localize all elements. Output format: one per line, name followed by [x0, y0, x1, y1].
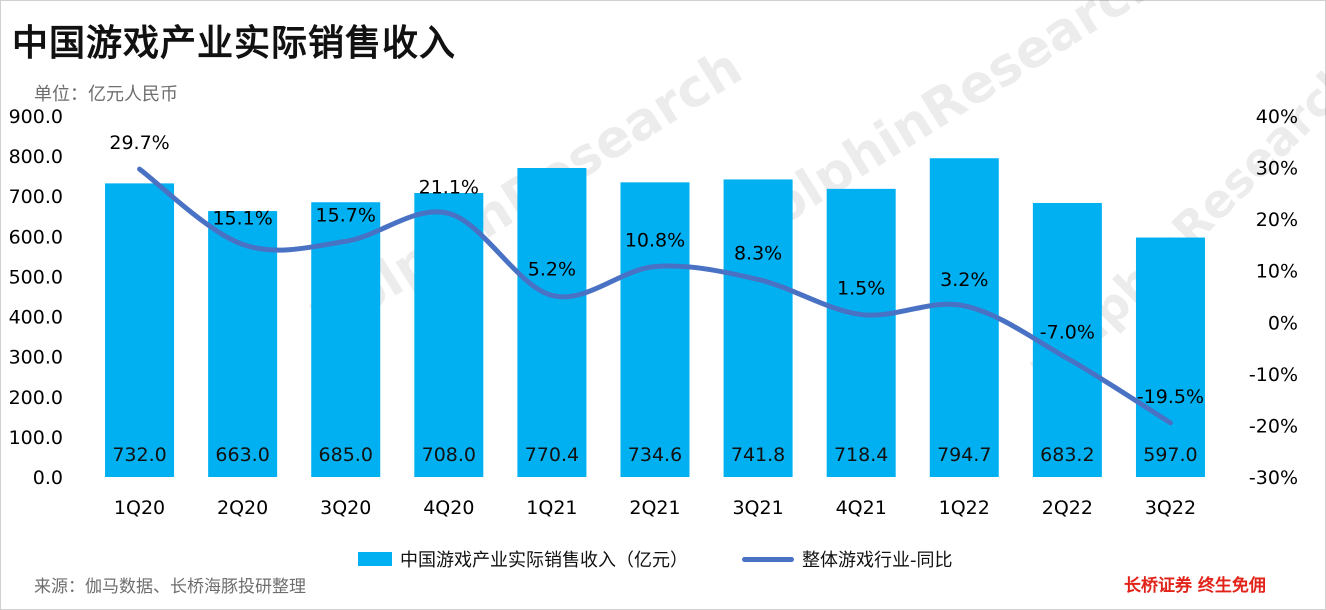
category-tick: 3Q20 [320, 497, 371, 519]
bar-value-label: 597.0 [1143, 444, 1197, 466]
legend-bar-swatch [358, 552, 392, 566]
right-axis-tick: 30% [1256, 158, 1298, 180]
line-value-label: 15.7% [316, 204, 376, 226]
right-axis-tick: 20% [1256, 209, 1298, 231]
bar [311, 202, 381, 477]
bar-value-label: 663.0 [215, 444, 269, 466]
left-axis-tick: 200.0 [9, 387, 63, 409]
line-value-label: 29.7% [109, 132, 169, 154]
bar-value-label: 741.8 [731, 444, 785, 466]
left-axis-tick: 0.0 [33, 467, 63, 489]
category-tick: 1Q22 [939, 497, 990, 519]
line-series [137, 166, 1173, 426]
left-axis-tick: 600.0 [9, 226, 63, 248]
line-value-label: 15.1% [212, 207, 272, 229]
line-value-labels: 29.7% 15.1% 15.7% 21.1% 5.2% 10.8% 8.3% 1.5% 3.2… [109, 132, 1204, 408]
left-axis-tick: 800.0 [9, 146, 63, 168]
bar [1032, 202, 1102, 478]
right-axis-tick: 0% [1268, 312, 1298, 334]
bar [208, 211, 278, 477]
bar-value-label: 734.6 [628, 444, 682, 466]
right-axis-tick: 10% [1256, 261, 1298, 283]
right-axis-tick: -20% [1249, 415, 1298, 437]
left-axis-tick: 700.0 [9, 186, 63, 208]
bar-value-label: 732.0 [112, 444, 166, 466]
left-axis: 0.0 100.0 200.0 300.0 400.0 500.0 600.0 700.0 80… [9, 106, 63, 489]
category-tick: 1Q21 [526, 497, 577, 519]
line-value-label: -7.0% [1040, 321, 1095, 343]
category-tick: 4Q20 [423, 497, 474, 519]
source-note: 来源：伽马数据、长桥海豚投研整理 [34, 577, 306, 597]
left-axis-tick: 500.0 [9, 266, 63, 288]
left-axis-tick: 900.0 [9, 106, 63, 128]
line-value-label: 10.8% [625, 230, 685, 252]
bar-value-label: 718.4 [834, 444, 888, 466]
bar [414, 193, 484, 477]
line-value-label: 8.3% [734, 242, 782, 264]
line-value-label: 1.5% [837, 278, 885, 300]
line-value-label: 21.1% [419, 176, 479, 198]
bar-series [105, 158, 1205, 478]
bar [723, 179, 793, 477]
category-tick: 3Q21 [732, 497, 783, 519]
chart-title: 中国游戏产业实际销售收入 [12, 23, 457, 64]
unit-label: 单位：亿元人民币 [34, 84, 178, 105]
category-axis: 1Q20 2Q20 3Q20 4Q20 1Q21 2Q21 3Q21 4Q21 1Q22 2Q22… [114, 497, 1196, 519]
category-tick: 4Q21 [836, 497, 887, 519]
category-tick: 2Q21 [629, 497, 680, 519]
category-tick: 1Q20 [114, 497, 165, 519]
bar-value-label: 794.7 [937, 444, 991, 466]
left-axis-tick: 400.0 [9, 307, 63, 329]
category-tick: 3Q22 [1145, 497, 1196, 519]
legend-line-label: 整体游戏行业-同比 [802, 550, 953, 571]
yoy-line [137, 166, 1173, 426]
bar [620, 182, 690, 477]
bar-value-label: 685.0 [319, 444, 373, 466]
right-axis: -30% -20% -10% 0% 10% 20% 30% 40% [1249, 106, 1298, 489]
line-value-label: -19.5% [1137, 386, 1204, 408]
bar [929, 158, 999, 477]
legend: 中国游戏产业实际销售收入（亿元） 整体游戏行业-同比 [358, 546, 953, 572]
right-axis-tick: -30% [1249, 467, 1298, 489]
line-value-label: 5.2% [528, 258, 576, 280]
right-axis-tick: -10% [1249, 364, 1298, 386]
bar [105, 183, 175, 478]
bar-value-label: 770.4 [525, 444, 579, 466]
legend-bar-label: 中国游戏产业实际销售收入（亿元） [400, 550, 688, 571]
category-tick: 2Q20 [217, 497, 268, 519]
bar-value-label: 708.0 [422, 444, 476, 466]
legend-line-swatch [742, 556, 794, 562]
left-axis-tick: 300.0 [9, 347, 63, 369]
line-value-label: 3.2% [940, 269, 988, 291]
bar-value-labels: 732.0 663.0 685.0 708.0 770.4 734.6 741.8 718.4… [112, 444, 1197, 466]
bar [517, 167, 587, 477]
bar [1135, 237, 1205, 477]
right-axis-tick: 40% [1256, 106, 1298, 128]
category-tick: 2Q22 [1042, 497, 1093, 519]
left-axis-tick: 100.0 [9, 427, 63, 449]
bar [826, 188, 896, 477]
brand-slogan: 长桥证券 终生免佣 [1124, 576, 1266, 596]
bar-value-label: 683.2 [1040, 444, 1094, 466]
